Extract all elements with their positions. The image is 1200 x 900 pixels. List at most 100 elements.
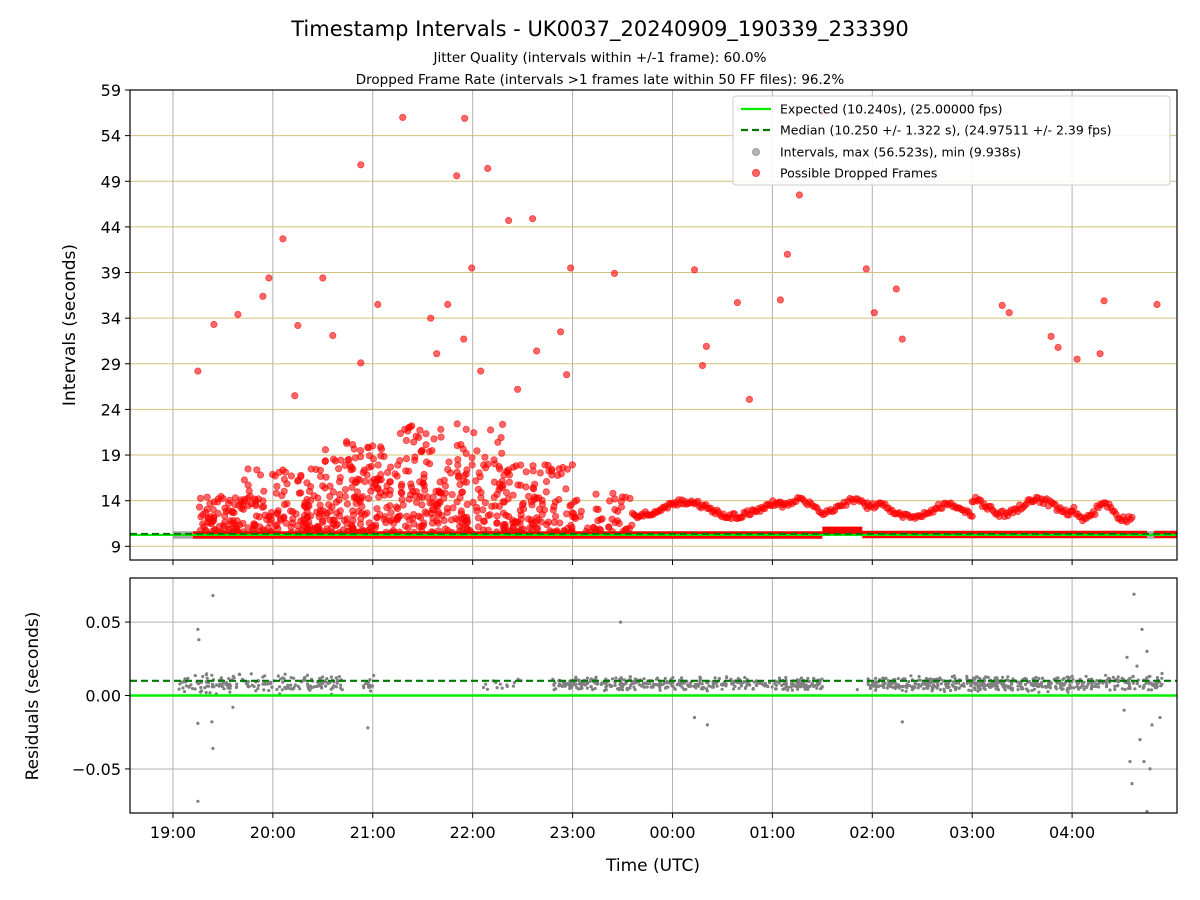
residual-point (748, 683, 752, 687)
dropped-frame-point (348, 483, 356, 491)
dropped-frame-point (304, 501, 312, 509)
residual-point (552, 683, 556, 687)
residual-point (1128, 760, 1132, 764)
dropped-frame-point (295, 489, 303, 497)
residual-point (1138, 738, 1142, 742)
residual-point (585, 681, 589, 686)
residual-point (697, 682, 701, 686)
dropped-frame-point (227, 520, 235, 528)
dropped-frame-point (319, 518, 327, 527)
residual-point (605, 684, 609, 688)
dropped-frame-point (244, 501, 252, 510)
residual-point (1111, 675, 1115, 679)
residuals-plot: −0.05 0.00 0.05 19:00 20:00 21:00 22:00 23:00 0… (23, 577, 1178, 876)
dropped-frame-point (289, 515, 297, 523)
residual-point (705, 723, 710, 727)
residual-point (211, 594, 215, 598)
residual-point (645, 685, 649, 689)
residual-point (1097, 685, 1101, 689)
residual-point (1104, 673, 1108, 677)
dropped-frame-point (443, 508, 451, 517)
residual-point (307, 687, 311, 691)
residual-point (1113, 684, 1117, 689)
dropped-frame-point (418, 501, 426, 509)
residual-point (969, 684, 973, 688)
dropped-frame-point (626, 494, 634, 503)
dropped-frame-point (434, 510, 443, 518)
residual-point (816, 683, 820, 687)
dropped-frame-outlier (1153, 300, 1161, 309)
dropped-frame-point (239, 505, 248, 513)
dropped-frame-outlier (453, 172, 461, 180)
dropped-frame-point (281, 468, 290, 476)
dropped-frame-point (239, 519, 247, 528)
residual-point (190, 687, 195, 691)
dropped-frame-point (240, 476, 248, 484)
residual-point (695, 682, 699, 686)
dropped-frame-point (377, 445, 386, 453)
dropped-frame-point (481, 453, 489, 461)
residual-point (257, 683, 261, 688)
dropped-frame-point (524, 515, 533, 523)
residual-point (1084, 674, 1088, 678)
dropped-frame-point (563, 465, 572, 473)
residual-point (197, 638, 201, 642)
residual-point (739, 684, 744, 688)
residual-point (281, 676, 285, 680)
residual-point (744, 685, 748, 689)
dropped-frame-point (356, 453, 365, 461)
residual-point (935, 686, 939, 690)
residual-point (495, 686, 499, 690)
residual-point (733, 684, 737, 689)
residual-point (950, 683, 955, 687)
dropped-frame-point (544, 518, 553, 526)
residual-point (368, 678, 372, 682)
residual-point (632, 679, 636, 684)
dropped-frame-point (430, 506, 438, 514)
residual-point (957, 681, 961, 685)
dropped-frame-point (509, 523, 518, 532)
residual-point (1016, 688, 1020, 692)
residual-point (256, 687, 260, 691)
residual-point (632, 685, 636, 689)
residual-point (870, 683, 874, 688)
dropped-frame-outlier (562, 371, 571, 379)
dropped-frame-point (328, 503, 336, 511)
dropped-frame-point (399, 501, 407, 509)
residual-point (292, 685, 296, 690)
dropped-frame-point (396, 512, 404, 520)
dropped-frame-point (434, 519, 442, 527)
residual-point (1151, 682, 1156, 687)
residual-point (731, 687, 736, 691)
dropped-frame-point (358, 509, 366, 517)
legend-dropped-swatch (751, 168, 761, 178)
residual-point (700, 682, 704, 686)
residual-point (321, 675, 325, 679)
residual-point (330, 686, 334, 690)
residual-point (755, 683, 759, 687)
dropped-frame-point (245, 487, 253, 495)
intervals-y-tick-label: 19 (101, 446, 121, 465)
residual-point (1085, 685, 1089, 690)
dropped-frame-point (347, 466, 355, 474)
residual-point (926, 684, 931, 688)
dropped-frame-point (473, 447, 481, 455)
dropped-frame-outlier (433, 350, 441, 358)
residual-point (618, 683, 622, 687)
residual-point (1106, 676, 1111, 680)
residual-point (813, 684, 817, 688)
dropped-frame-point (402, 436, 410, 445)
dropped-frame-point (354, 475, 362, 483)
dropped-frame-point (542, 488, 550, 496)
residual-point (372, 673, 376, 678)
dropped-frame-point (374, 484, 382, 492)
intervals-reference-lines (130, 532, 1177, 536)
residual-point (993, 676, 998, 680)
residual-point (687, 684, 691, 688)
residual-point (210, 673, 214, 677)
dropped-frame-point (473, 507, 481, 515)
intervals-y-tick-label: 44 (101, 218, 121, 237)
dropped-frame-point (474, 514, 482, 522)
dropped-frame-point (293, 477, 302, 485)
residual-point (602, 689, 607, 693)
